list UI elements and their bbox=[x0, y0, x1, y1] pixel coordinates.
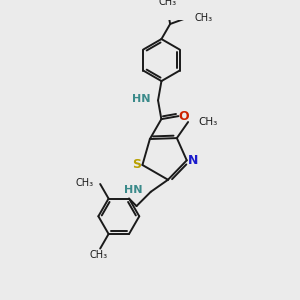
Text: CH₃: CH₃ bbox=[198, 117, 217, 127]
Text: CH₃: CH₃ bbox=[75, 178, 93, 188]
Text: S: S bbox=[132, 158, 141, 172]
Text: CH₃: CH₃ bbox=[194, 14, 212, 23]
Text: N: N bbox=[188, 154, 198, 167]
Text: CH₃: CH₃ bbox=[158, 0, 176, 7]
Text: HN: HN bbox=[132, 94, 150, 104]
Text: HN: HN bbox=[124, 184, 143, 195]
Text: CH₃: CH₃ bbox=[90, 250, 108, 260]
Text: O: O bbox=[178, 110, 189, 123]
